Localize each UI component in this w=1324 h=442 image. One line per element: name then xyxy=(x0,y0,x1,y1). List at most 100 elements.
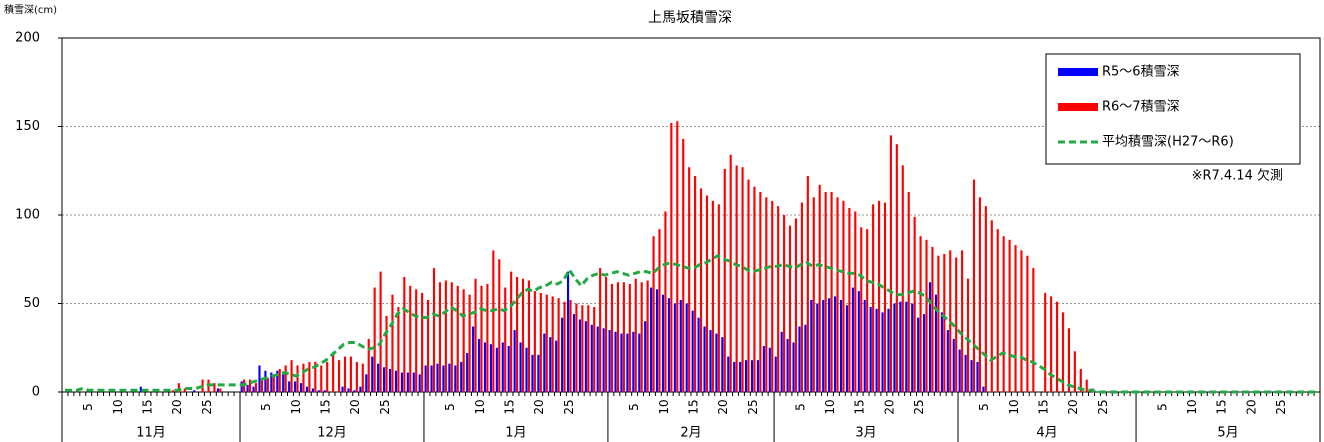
bar xyxy=(400,372,403,392)
bar xyxy=(982,386,985,392)
bar xyxy=(177,383,180,392)
bar xyxy=(620,333,623,392)
bar xyxy=(822,299,825,392)
bar xyxy=(1008,239,1011,392)
x-tick-label: 5 xyxy=(1155,403,1169,411)
bar xyxy=(424,365,427,392)
bar xyxy=(626,333,629,392)
bar xyxy=(566,271,570,392)
bar xyxy=(634,278,637,392)
bar xyxy=(193,390,196,392)
y-tick-label: 50 xyxy=(23,296,40,311)
bar xyxy=(1050,296,1053,392)
x-tick-label: 25 xyxy=(1096,399,1110,414)
bar xyxy=(711,200,714,392)
bar xyxy=(632,331,635,392)
bar xyxy=(688,167,691,392)
bar xyxy=(860,227,863,392)
bar xyxy=(705,195,709,392)
bar xyxy=(759,191,762,392)
y-tick-label: 0 xyxy=(32,385,40,400)
bar xyxy=(804,324,807,392)
bar xyxy=(845,305,849,392)
bar xyxy=(970,360,973,392)
bar xyxy=(551,296,554,392)
month-label: 5月 xyxy=(1217,426,1238,441)
bar xyxy=(472,326,475,392)
bar xyxy=(943,253,946,392)
bar xyxy=(911,303,914,392)
bar xyxy=(264,370,267,392)
bar xyxy=(628,284,631,392)
average-line xyxy=(64,253,1318,394)
bar xyxy=(578,319,581,392)
x-tick-label: 15 xyxy=(319,399,333,414)
bar xyxy=(958,349,961,392)
bar xyxy=(1067,328,1071,392)
x-tick-label: 5 xyxy=(627,403,641,411)
bar xyxy=(219,388,222,392)
bar xyxy=(984,206,987,392)
bar xyxy=(780,331,783,392)
x-tick-label: 20 xyxy=(882,399,896,414)
legend-label: 平均積雪深(H27～R6) xyxy=(1102,135,1234,150)
bar xyxy=(296,365,299,392)
y-axis-label: 積雪深(cm) xyxy=(4,3,57,16)
bar xyxy=(355,361,358,392)
bar xyxy=(276,370,279,392)
bar xyxy=(477,338,481,392)
bar xyxy=(332,353,335,392)
month-label: 11月 xyxy=(136,426,166,441)
bar xyxy=(525,347,528,392)
bar xyxy=(792,342,795,392)
bar xyxy=(397,307,400,392)
bar xyxy=(851,287,854,392)
bar xyxy=(474,278,477,392)
bar xyxy=(644,321,647,392)
bar xyxy=(934,294,938,392)
bar xyxy=(462,289,465,392)
bar xyxy=(438,282,442,392)
bar xyxy=(311,388,314,392)
bar xyxy=(421,292,424,392)
bar xyxy=(1055,301,1059,392)
month-label: 12月 xyxy=(317,426,347,441)
bar xyxy=(676,121,679,392)
x-tick-label: 20 xyxy=(170,399,184,414)
month-label: 1月 xyxy=(505,426,526,441)
bar xyxy=(596,326,599,392)
bar xyxy=(584,321,587,392)
bar xyxy=(694,176,697,392)
bar xyxy=(857,291,860,392)
bar xyxy=(800,202,803,392)
bar xyxy=(913,216,916,392)
bar xyxy=(272,374,275,392)
x-tick-label: 10 xyxy=(1185,399,1199,414)
bar xyxy=(828,298,831,392)
bar xyxy=(818,184,821,392)
bar xyxy=(972,179,976,392)
x-tick-label: 5 xyxy=(793,403,807,411)
bar xyxy=(812,197,815,392)
bar xyxy=(489,344,492,392)
month-label: 4月 xyxy=(1036,426,1057,441)
bar xyxy=(510,271,513,392)
x-tick-label: 15 xyxy=(503,399,517,414)
bar xyxy=(640,282,643,392)
bar xyxy=(961,250,964,392)
bar xyxy=(516,276,519,392)
bar xyxy=(371,356,374,392)
bar xyxy=(549,337,552,392)
bar xyxy=(299,383,303,392)
bar xyxy=(839,299,843,392)
bar xyxy=(498,259,501,392)
y-tick-label: 200 xyxy=(15,31,40,46)
x-tick-label: 10 xyxy=(657,399,671,414)
bar xyxy=(282,374,285,392)
bar xyxy=(361,363,364,392)
x-tick-label: 20 xyxy=(348,399,362,414)
bar xyxy=(317,390,320,392)
bar xyxy=(507,345,510,392)
bar xyxy=(288,381,291,392)
bar xyxy=(347,388,350,392)
